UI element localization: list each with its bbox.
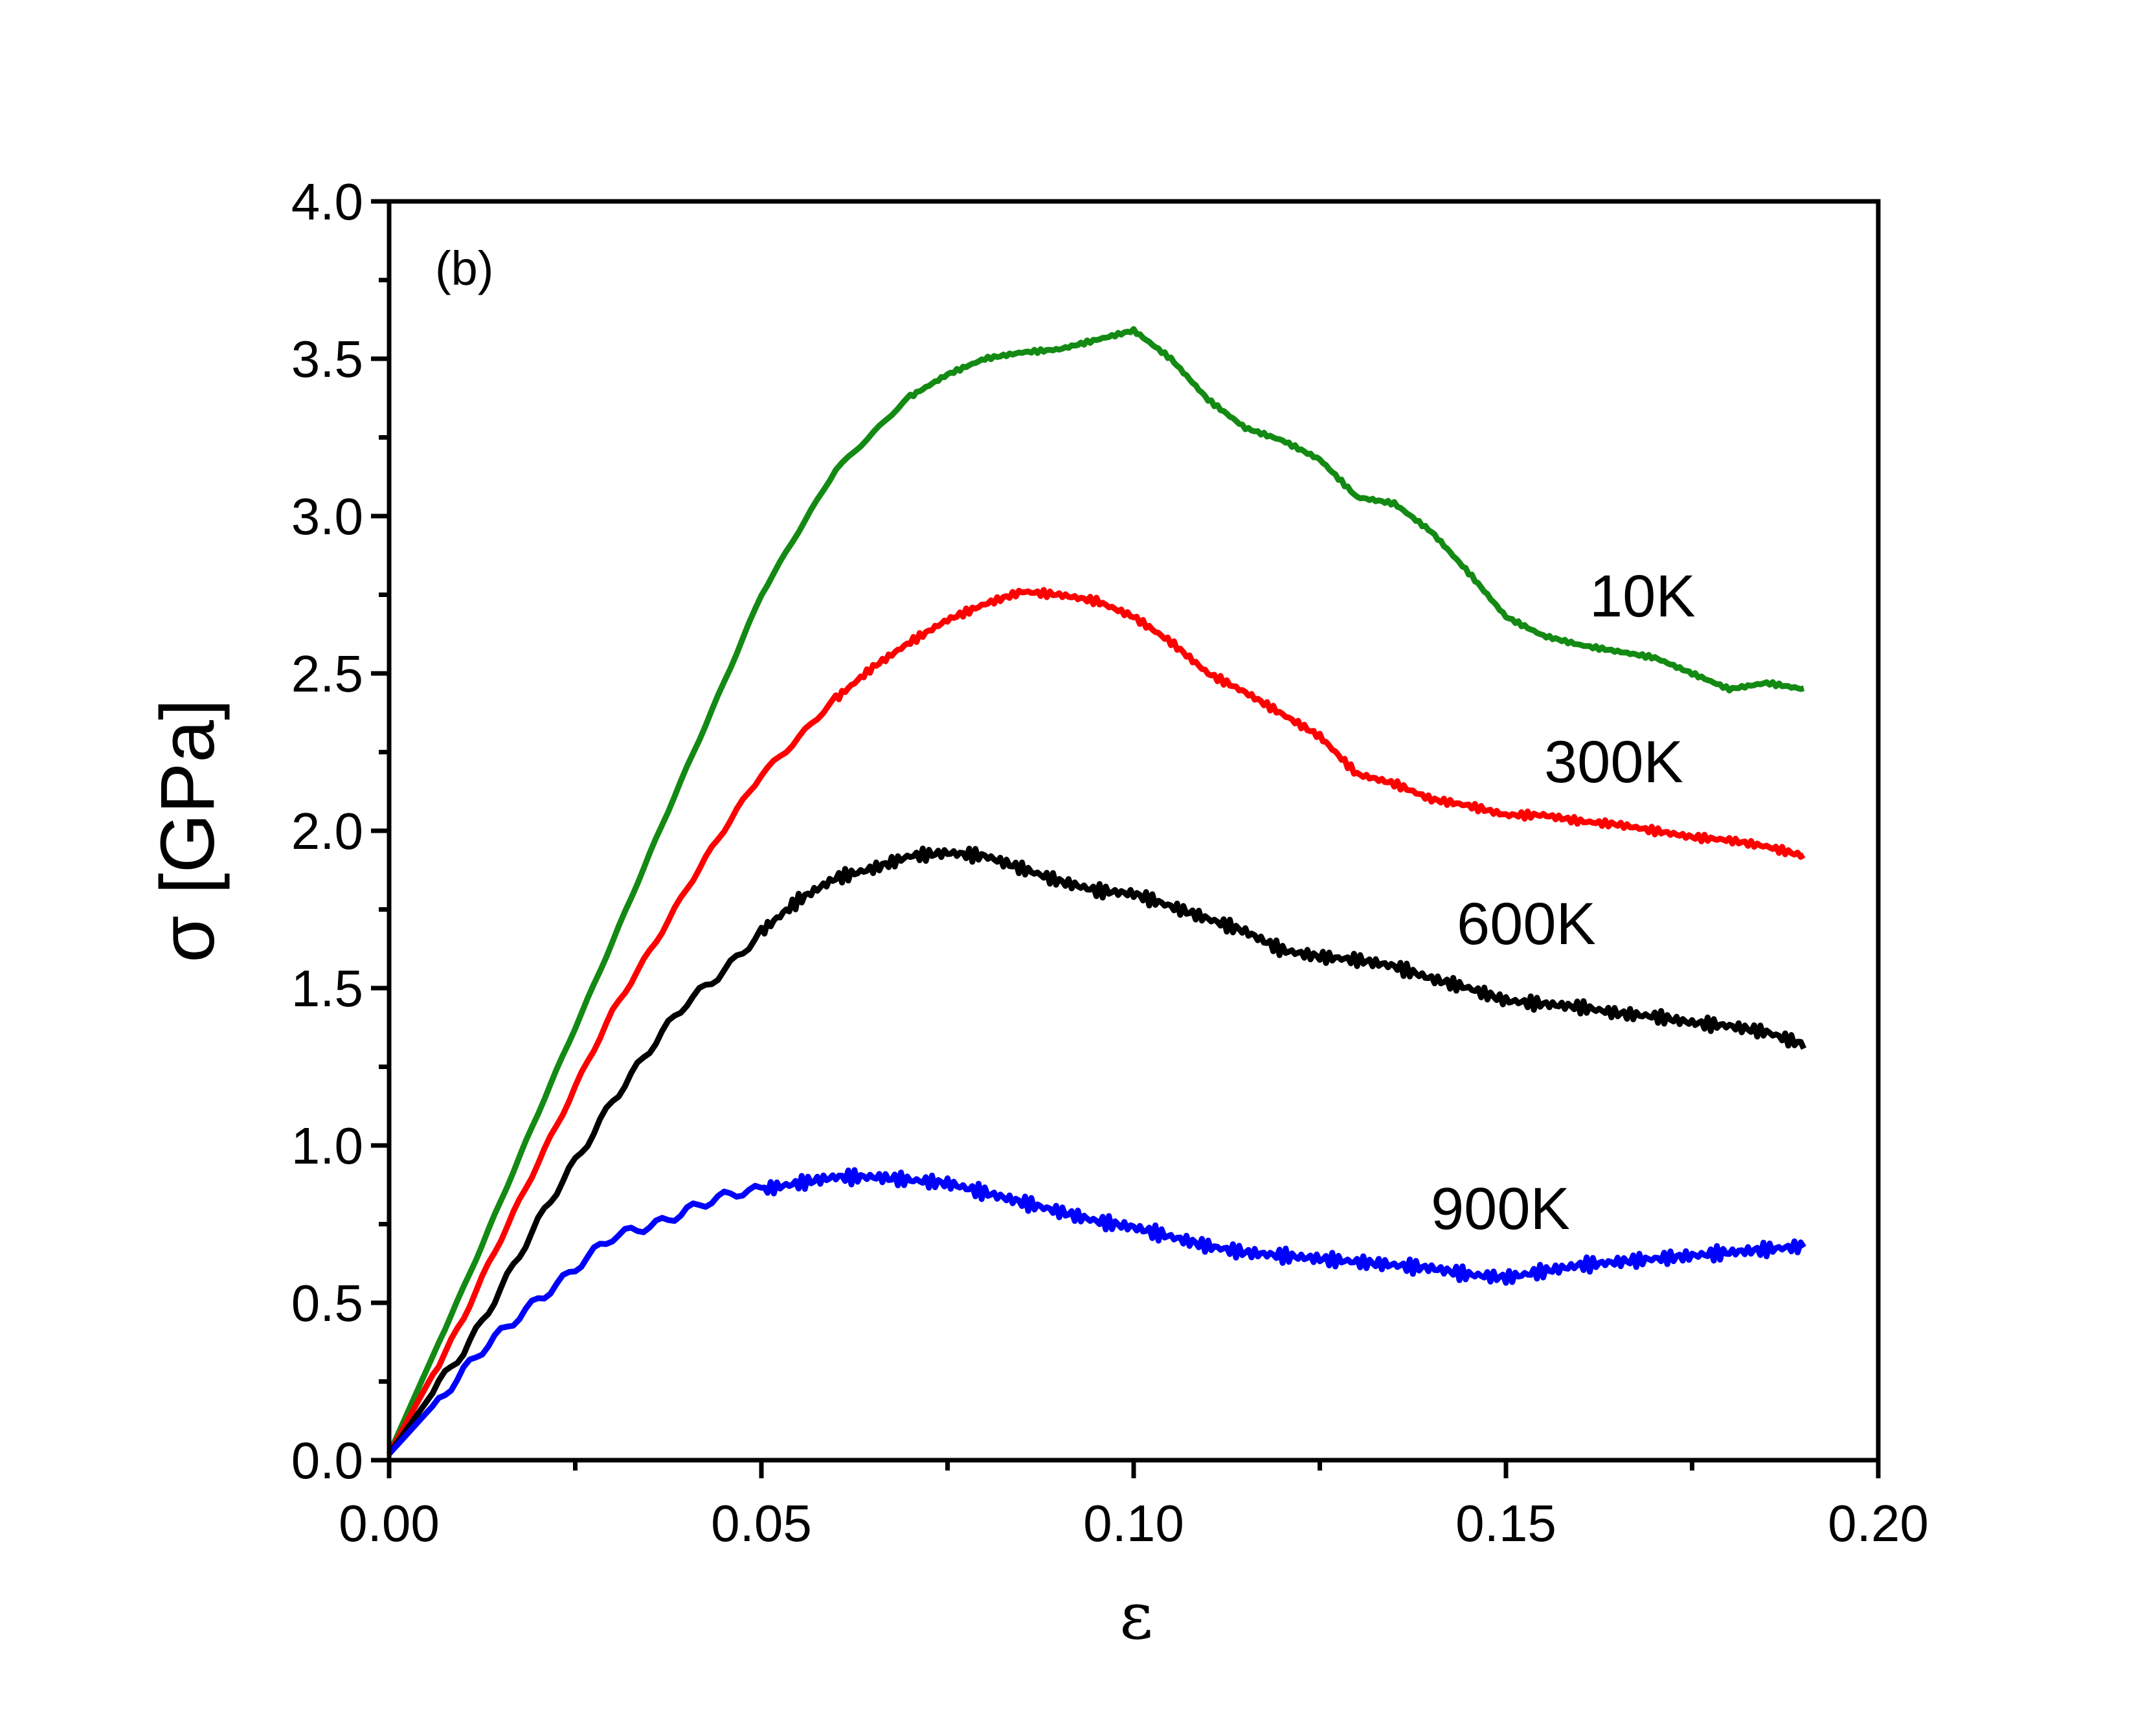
x-tick-label: 0.20 [1828, 1494, 1929, 1552]
panel-label: (b) [435, 242, 493, 295]
x-tick-label: 0.05 [711, 1494, 812, 1552]
series-line-10k [386, 326, 1805, 1456]
series-label-900k: 900K [1431, 1176, 1570, 1242]
series-label-600k: 600K [1457, 891, 1596, 957]
x-tick-label: 0.15 [1455, 1494, 1556, 1552]
y-tick-label: 1.0 [291, 1117, 363, 1175]
y-axis-title: σ [GPa] [145, 699, 230, 962]
x-tick-label: 0.10 [1083, 1494, 1184, 1552]
y-tick-label: 2.5 [291, 645, 363, 703]
series-layer [386, 326, 1807, 1456]
y-tick-label: 0.5 [291, 1274, 363, 1332]
series-label-300k: 300K [1544, 729, 1683, 795]
y-tick-label: 3.5 [291, 330, 363, 388]
series-line-600k [387, 845, 1807, 1456]
series-line-900k [387, 1167, 1806, 1456]
ticks-layer [371, 199, 1881, 1478]
y-tick-label: 2.0 [291, 802, 363, 860]
y-tick-label: 1.5 [291, 960, 363, 1017]
x-axis-title: ε [1119, 1578, 1153, 1654]
x-tick-label: 0.00 [339, 1494, 440, 1552]
series-label-10k: 10K [1589, 563, 1696, 629]
y-tick-label: 0.0 [291, 1432, 363, 1489]
series-line-300k [387, 587, 1806, 1456]
y-tick-label: 4.0 [291, 173, 363, 231]
tick-labels-layer: 0.00 0.05 0.10 0.15 0.20 0.0 0.5 1.0 1.5 2.0 2.5 3.… [291, 173, 1929, 1552]
y-tick-label: 3.0 [291, 488, 363, 545]
